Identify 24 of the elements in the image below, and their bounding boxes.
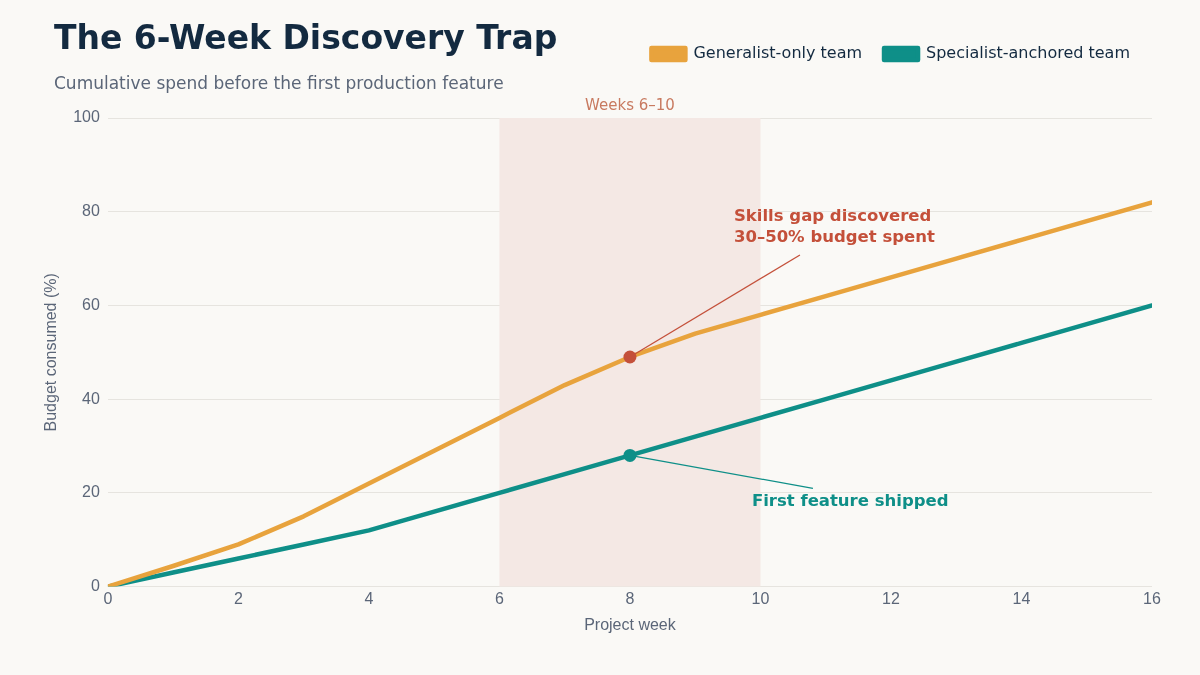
annotation: Skills gap discovered 30–50% budget spent: [733, 206, 935, 247]
x-tick-label: 12: [882, 589, 900, 607]
x-tick-label: 6: [494, 589, 504, 607]
y-tick-label: 20: [82, 483, 100, 501]
x-tick-label: 14: [1012, 589, 1031, 607]
legend-label: Specialist-anchored team: [926, 43, 1130, 63]
x-tick-label: 16: [1143, 589, 1161, 607]
x-tick-label: 8: [625, 589, 635, 607]
band-label: Weeks 6–10: [585, 96, 675, 115]
y-tick-label: 80: [82, 202, 100, 220]
y-tick-label: 0: [90, 577, 100, 595]
x-tick-label: 0: [103, 589, 113, 607]
annotation: First feature shipped: [751, 490, 949, 510]
y-tick-label: 60: [82, 295, 100, 313]
x-tick-label: 10: [751, 589, 770, 607]
legend-label: Generalist-only team: [693, 43, 863, 63]
chart-subtitle: Cumulative spend before the first production feature: [54, 73, 504, 93]
y-tick-label: 100: [73, 108, 100, 126]
y-axis-title: Budget consumed (%): [42, 273, 60, 432]
y-tick-label: 40: [82, 389, 100, 407]
x-tick-label: 2: [233, 589, 243, 607]
chart-title: The 6-Week Discovery Trap: [54, 18, 558, 57]
x-tick-label: 4: [364, 589, 374, 607]
x-axis-title: Project week: [584, 615, 677, 633]
